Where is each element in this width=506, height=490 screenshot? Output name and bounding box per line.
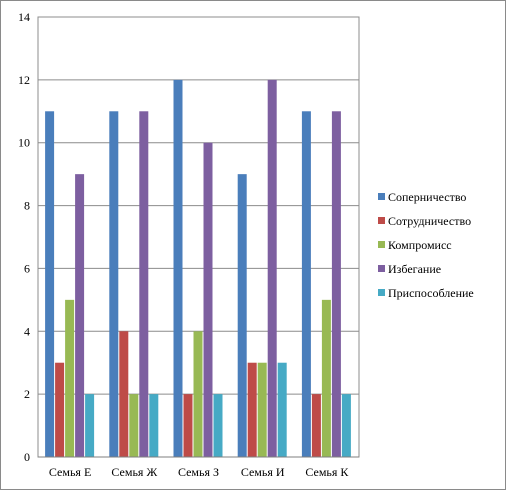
- bar: [257, 362, 267, 457]
- y-tick-label: 10: [18, 136, 30, 150]
- legend: Соперничество Сотрудничество Компромисс Изб…: [378, 190, 474, 300]
- legend-label: Соперничество: [388, 190, 466, 204]
- x-category-label: Семья К: [305, 465, 349, 479]
- legend-label: Компромисс: [388, 238, 452, 252]
- y-tick-label: 8: [24, 199, 30, 213]
- x-category-label: Семья Е: [49, 465, 91, 479]
- bars: [45, 79, 351, 458]
- bar: [321, 299, 331, 457]
- bar: [139, 111, 149, 458]
- legend-label: Сотрудничество: [388, 214, 471, 228]
- bar: [193, 331, 203, 457]
- bar: [45, 111, 55, 458]
- legend-swatch: [378, 265, 385, 272]
- bar: [213, 394, 223, 457]
- x-category-label: Семья И: [241, 465, 285, 479]
- bar: [85, 394, 95, 457]
- legend-label: Приспособление: [388, 286, 474, 300]
- bar: [247, 362, 257, 457]
- bar: [311, 394, 321, 457]
- bar: [119, 331, 129, 457]
- legend-swatch: [378, 241, 385, 248]
- legend-swatch: [378, 217, 385, 224]
- bar: [237, 174, 247, 457]
- axes: [37, 16, 360, 458]
- bar: [149, 394, 159, 457]
- bar: [203, 142, 213, 457]
- legend-swatch: [378, 193, 385, 200]
- y-tick-label: 14: [18, 10, 30, 24]
- x-category-label: Семья Ж: [111, 465, 157, 479]
- y-tick-label: 2: [24, 387, 30, 401]
- legend-label: Избегание: [388, 262, 441, 276]
- y-tick-label: 0: [24, 450, 30, 464]
- y-tick-label: 6: [24, 261, 30, 275]
- y-tick-label: 4: [24, 324, 30, 338]
- x-category-label: Семья З: [178, 465, 219, 479]
- bar: [183, 394, 193, 457]
- bar: [277, 362, 287, 457]
- bar: [55, 362, 65, 457]
- x-axis-categories: Семья Е Семья Ж Семья З Семья И Семья К: [49, 465, 350, 479]
- bar: [331, 111, 341, 458]
- bar: [75, 174, 85, 457]
- bar: [173, 79, 183, 457]
- y-tick-label: 12: [18, 73, 30, 87]
- bar: [65, 299, 75, 457]
- bar: [301, 111, 311, 458]
- legend-swatch: [378, 289, 385, 296]
- bar: [267, 79, 277, 457]
- bar: [341, 394, 351, 457]
- bar: [129, 394, 139, 457]
- bar: [109, 111, 119, 458]
- y-axis-ticks: 0 2 4 6 8 10 12 14: [18, 10, 30, 464]
